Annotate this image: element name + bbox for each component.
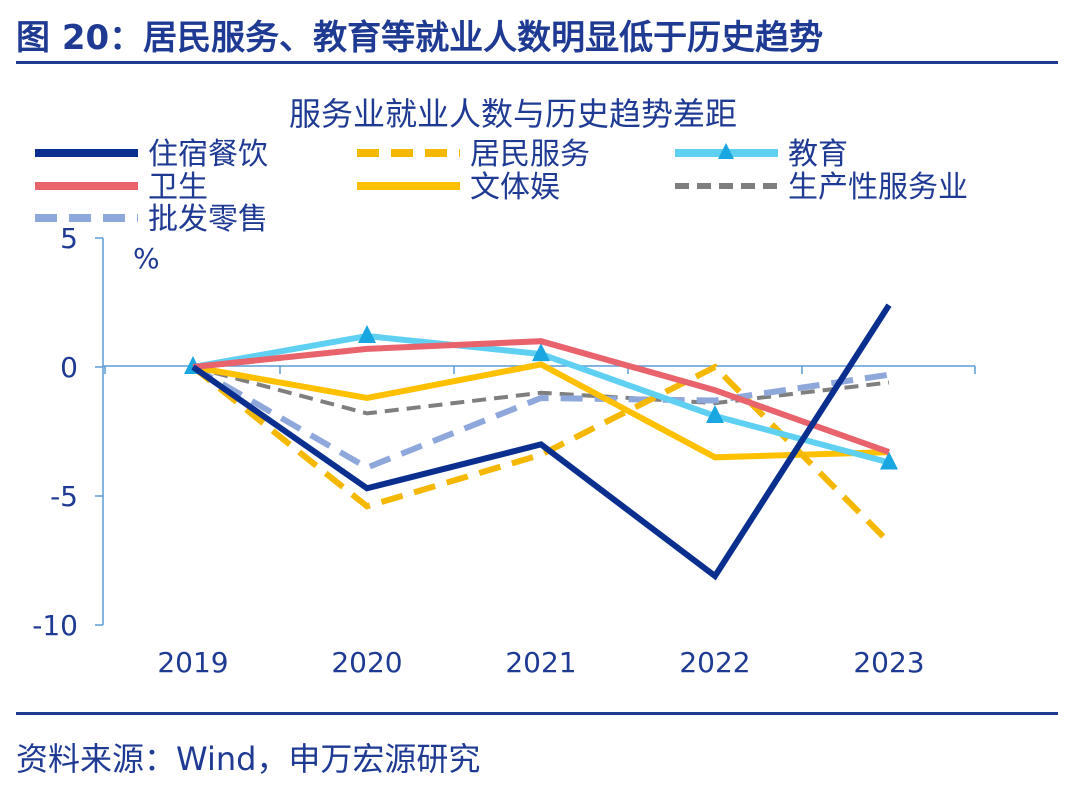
legend-label: 教育: [788, 137, 848, 172]
data-point-教育: [706, 405, 724, 424]
series-line-居民服务: [191, 363, 892, 545]
legend-label: 文体娱: [470, 170, 560, 205]
y-tick-label: -10: [32, 609, 78, 642]
series-line-生产性服务业: [192, 365, 890, 416]
y-unit-label: %: [133, 242, 160, 275]
legend-label: 居民服务: [470, 137, 590, 172]
series-line-文体娱: [192, 361, 890, 461]
x-tick-label: 2022: [679, 646, 750, 679]
y-tick-label: 5: [60, 222, 78, 255]
legend-label: 卫生: [148, 170, 208, 205]
y-tick-label: -5: [50, 480, 78, 513]
legend-label: 批发零售: [148, 202, 268, 237]
figure-title: 图 20：居民服务、教育等就业人数明显低于历史趋势: [16, 18, 824, 58]
data-point-教育: [880, 451, 898, 470]
y-tick-label: 0: [60, 351, 78, 384]
series-layer: [184, 303, 898, 581]
x-tick-label: 2019: [157, 646, 228, 679]
legend-label: 住宿餐饮: [148, 137, 268, 172]
axes: 5 0 -5 -10% 2019 2020 2021 2022 2023: [32, 222, 976, 679]
series-line-批发零售: [191, 364, 890, 471]
source-rule: [16, 712, 1058, 715]
x-tick-label: 2021: [505, 646, 576, 679]
series-line-卫生: [192, 338, 891, 455]
title-rule: [16, 61, 1058, 64]
data-point-教育: [358, 325, 376, 344]
x-tick-label: 2023: [853, 646, 924, 679]
chart-title: 服务业就业人数与历史趋势差距: [289, 95, 737, 133]
series-line-住宿餐饮: [191, 303, 892, 581]
legend-marker-教育: [718, 143, 734, 159]
source-note: 资料来源：Wind，申万宏源研究: [16, 740, 481, 778]
data-point-教育: [532, 343, 550, 362]
legend-label: 生产性服务业: [788, 170, 968, 205]
x-tick-label: 2020: [331, 646, 402, 679]
